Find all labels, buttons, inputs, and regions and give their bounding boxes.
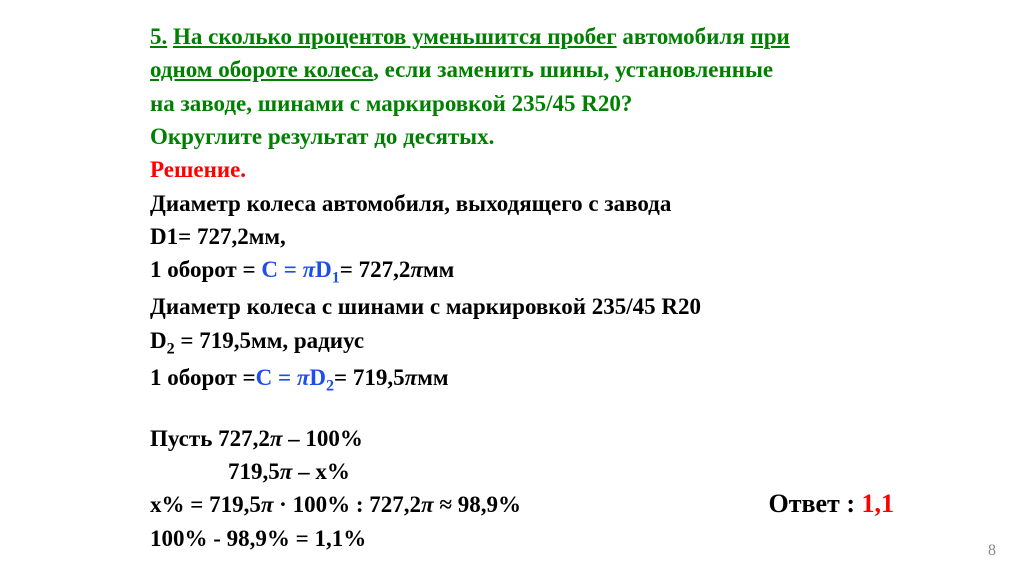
p2-b: – х% (292, 459, 350, 484)
sol3-b: С = (261, 257, 302, 282)
sol6-a: 1 оборот = (150, 365, 256, 390)
solution-label: Решение. (150, 153, 934, 186)
p3-c: ≈ 98,9% (434, 492, 521, 517)
pi-glyph: π (261, 492, 274, 517)
sol3-c: D (315, 257, 332, 282)
question-line-3: на заводе, шинами с маркировкой 235/45 R… (150, 87, 934, 120)
solution-line-2: D1= 727,2мм, (150, 220, 934, 253)
question-line-1: 5. На сколько процентов уменьшится пробе… (150, 20, 934, 53)
question-underlined-2: при (751, 24, 790, 49)
document-page: 5. На сколько процентов уменьшится пробе… (0, 0, 1024, 574)
solution-line-6: 1 оборот =С = πD2= 719,5πмм (150, 361, 934, 398)
sol6-e: мм (417, 365, 448, 390)
sol5-b: = 719,5мм, радиус (175, 328, 364, 353)
sol6-sub: 2 (326, 377, 334, 394)
p1-a: Пусть 727,2 (150, 426, 270, 451)
p2-a: 719,5 (228, 459, 280, 484)
sol3-d: = 727,2 (340, 257, 411, 282)
sol3-a: 1 оборот = (150, 257, 261, 282)
question-round: Округлите результат до десятых. (150, 120, 934, 153)
pi-glyph: π (410, 257, 423, 282)
answer-block: Ответ : 1,1 (768, 489, 934, 519)
answer-value: 1,1 (862, 489, 895, 518)
solution-line-5: D2 = 719,5мм, радиус (150, 324, 934, 361)
proportion-line-2: 719,5π – х% (150, 455, 934, 488)
problem-number: 5. (150, 24, 167, 49)
p3-a: х% = 719,5 (150, 492, 261, 517)
sol6-b: С = (256, 365, 297, 390)
p1-b: – 100% (282, 426, 363, 451)
question-plain-2: , если заменить шины, установленные (373, 57, 773, 82)
question-plain-1: автомобиля (622, 24, 744, 49)
solution-line-3: 1 оборот = С = πD1= 727,2πмм (150, 253, 934, 290)
calc-line-1: х% = 719,5π · 100% : 727,2π ≈ 98,9% (150, 488, 521, 521)
pi-glyph: π (270, 426, 283, 451)
answer-label: Ответ : (768, 489, 861, 518)
pi-glyph: π (280, 459, 293, 484)
pi-glyph: π (421, 492, 434, 517)
question-underlined-1: На сколько процентов уменьшится пробег (173, 24, 617, 49)
page-number: 8 (988, 542, 996, 560)
sol6-d: = 719,5 (334, 365, 405, 390)
sol3-sub: 1 (332, 270, 340, 287)
sol3-e: мм (423, 257, 454, 282)
sol6-c: D (309, 365, 326, 390)
calc-line-2: 100% - 98,9% = 1,1% (150, 522, 521, 555)
question-line-2: одном обороте колеса, если заменить шины… (150, 53, 934, 86)
question-underlined-3: одном обороте колеса (150, 57, 373, 82)
sol5-sub: 2 (167, 340, 175, 357)
pi-glyph: π (405, 365, 418, 390)
solution-line-1: Диаметр колеса автомобиля, выходящего с … (150, 187, 934, 220)
proportion-line-1: Пусть 727,2π – 100% (150, 422, 934, 455)
pi-glyph: π (297, 365, 310, 390)
pi-glyph: π (303, 257, 316, 282)
sol5-a: D (150, 328, 167, 353)
p3-b: · 100% : 727,2 (273, 492, 421, 517)
solution-line-4: Диаметр колеса с шинами с маркировкой 23… (150, 290, 934, 323)
